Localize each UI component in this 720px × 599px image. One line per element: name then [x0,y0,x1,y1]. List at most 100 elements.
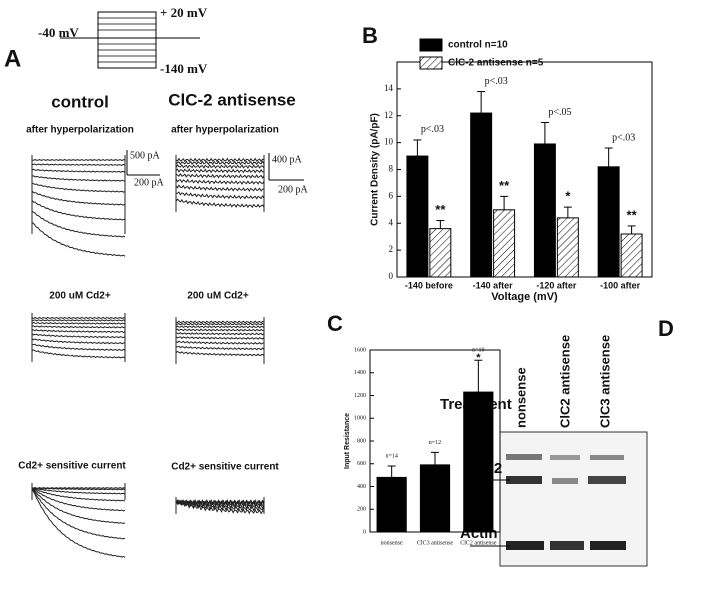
trace [175,336,265,340]
lane-label: nonsense [513,367,528,428]
annotation: p<.03 [485,76,508,87]
annotation: p<.05 [548,107,571,118]
x-axis-label: Voltage (mV) [491,291,558,303]
y-tick-label: 200 [357,507,366,513]
panel-letter: D [658,316,674,341]
y-tick-label: 1000 [354,416,366,422]
y-tick-label: 10 [384,137,394,147]
legend-swatch [419,38,443,52]
x-tick-label: nonsense [381,540,403,546]
y-tick-label: 800 [357,438,366,444]
row-title: Cd2+ sensitive current [171,462,279,473]
trace [175,164,265,169]
scale-label: 500 pA [130,150,161,161]
trace [175,198,265,209]
y-tick-label: 4 [389,217,394,227]
current-traces [31,155,265,558]
trace [175,500,265,515]
trace [31,487,126,540]
trace [175,191,265,200]
lane-label: ClC3 antisense [597,335,612,428]
trace [31,316,126,320]
annotation: n=10 [472,348,484,354]
protocol-label: -40 mV [38,25,79,40]
annotation: ** [435,202,446,217]
trace [31,175,125,182]
trace [31,329,126,334]
x-tick-label: ClC3 antisense [417,540,454,546]
bar [533,143,556,278]
bar [493,209,516,278]
trace [175,157,265,163]
trace [31,487,125,502]
scale-label: 200 pA [134,177,165,188]
x-tick-label: -100 after [600,280,641,290]
trace [31,487,126,512]
bar [419,464,451,533]
scale-bar [126,150,304,181]
trace [175,168,265,174]
x-tick-label: -120 after [536,280,577,290]
panel-letter: B [362,23,378,48]
trace [31,349,126,359]
y-tick-label: 1600 [354,347,366,353]
bar [620,233,643,278]
bar [429,228,452,278]
annotation: p<.03 [612,132,635,143]
bar [556,217,579,278]
annotation: n=12 [429,440,441,446]
annotation: * [565,189,571,204]
y-tick-label: 600 [357,461,366,467]
x-tick-label: -140 after [473,280,514,290]
trace [31,158,126,162]
bar [406,155,429,278]
trace [31,321,126,325]
y-tick-label: 1400 [354,370,366,376]
trace [175,322,265,326]
bar [463,391,494,533]
row-title: 200 uM Cd2+ [187,291,249,302]
column-title: ClC-2 antisense [168,90,296,109]
legend-swatch [419,56,443,70]
row-title: 200 uM Cd2+ [49,291,111,302]
trace [175,172,265,179]
y-tick-label: 0 [389,271,394,281]
y-axis-label: Input Resistance [344,413,351,469]
scale-label: 400 pA [272,154,303,165]
trace [31,333,126,339]
y-axis-label: Current Density (pA/pF) [370,113,381,226]
trace [175,184,265,192]
trace [31,487,126,524]
trace [175,328,265,332]
trace [31,182,126,193]
western-blot [470,431,648,567]
column-title: control [51,92,109,111]
row-title: Cd2+ sensitive current [18,461,126,472]
annotation: * [476,352,481,364]
trace [31,163,126,166]
bar [470,112,493,278]
protocol-label: + 20 mV [160,5,208,20]
annotation: ** [627,207,638,222]
trace [31,168,126,173]
trace [32,343,126,352]
trace [31,487,126,491]
trace [31,487,126,495]
annotation: ** [499,178,510,193]
scale-label: 200 pA [278,184,309,195]
y-tick-label: 14 [384,83,394,93]
trace [31,488,126,558]
trace [31,200,126,221]
protocol: -40 mV + 20 mV -140 mV [38,5,208,76]
lane-label: ClC2 antisense [557,335,572,428]
bar [597,166,620,278]
trace [31,222,126,257]
trace [175,340,265,345]
y-tick-label: 400 [357,484,366,490]
trace [175,331,265,336]
x-tick-label: -140 before [405,280,453,290]
y-tick-label: 0 [363,529,366,535]
bar [376,476,407,533]
trace [31,210,126,238]
y-tick-label: 12 [384,110,393,120]
